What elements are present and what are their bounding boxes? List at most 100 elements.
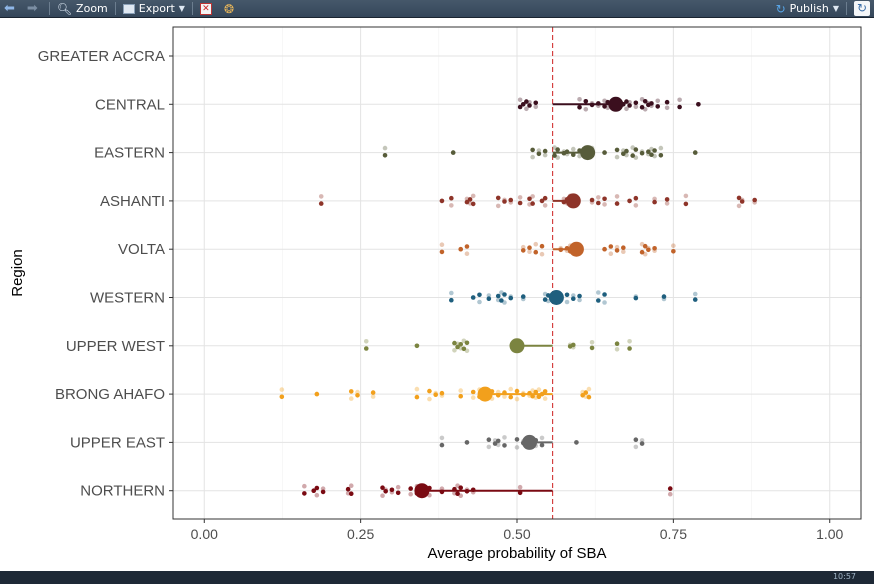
data-point	[692, 150, 698, 155]
data-point	[602, 292, 607, 297]
data-point-shadow	[667, 491, 673, 497]
data-point	[649, 152, 654, 157]
export-label: Export	[138, 2, 175, 15]
data-point-shadow	[583, 107, 589, 112]
mean-point-upper-east	[522, 434, 538, 450]
data-point-shadow	[539, 251, 545, 257]
data-point	[520, 248, 526, 253]
data-point-shadow	[633, 155, 639, 160]
data-point	[517, 104, 523, 110]
data-point-shadow	[555, 155, 560, 160]
data-point	[639, 105, 645, 110]
data-point	[502, 443, 507, 448]
arrow-left-icon: ⬅	[4, 0, 15, 16]
toolbar-divider	[114, 2, 116, 15]
data-point-shadow	[542, 396, 548, 401]
data-point	[355, 393, 360, 398]
data-point	[624, 148, 629, 154]
data-point	[492, 441, 498, 446]
y-axis-title: Region	[9, 249, 26, 297]
data-point	[602, 150, 607, 155]
data-point	[564, 292, 570, 298]
data-point	[449, 297, 454, 303]
data-point-shadow	[495, 442, 501, 448]
forward-button[interactable]: ➡	[23, 0, 46, 17]
mean-point-central	[608, 96, 624, 112]
data-point	[639, 441, 645, 446]
data-point	[533, 100, 539, 106]
data-point-shadow	[320, 486, 326, 492]
data-point	[564, 149, 570, 154]
data-point-shadow	[621, 249, 626, 254]
data-point	[495, 195, 501, 201]
remove-plot-button[interactable]: ✕	[196, 0, 220, 17]
data-point	[279, 394, 285, 400]
data-point	[520, 294, 526, 299]
data-point-shadow	[608, 251, 614, 256]
y-tick-label: GREATER ACCRA	[38, 48, 165, 65]
data-point	[677, 104, 682, 110]
data-point-shadow	[577, 97, 582, 102]
data-point-shadow	[658, 145, 664, 151]
data-point-shadow	[464, 251, 470, 256]
data-point	[514, 388, 520, 394]
chevron-down-icon: ▼	[178, 4, 185, 13]
data-point	[458, 393, 464, 399]
data-point	[646, 149, 651, 154]
data-point-shadow	[458, 388, 464, 393]
data-point-shadow	[439, 486, 445, 492]
data-point	[570, 296, 576, 302]
y-tick-label: NORTHERN	[80, 483, 165, 500]
data-point-shadow	[414, 386, 420, 392]
plot-viewer: GREATER ACCRA CENTRAL EASTERN ASHANTI VOLTA W…	[0, 18, 874, 571]
x-tick-label: 1.00	[816, 526, 843, 542]
data-point-shadow	[348, 396, 354, 401]
publish-button[interactable]: ↻ Publish ▼	[772, 0, 843, 17]
data-point	[533, 249, 539, 255]
clear-all-button[interactable]: ❂	[220, 0, 242, 17]
data-point	[464, 244, 470, 249]
data-point-shadow	[380, 493, 385, 499]
data-point	[536, 151, 542, 157]
data-point	[345, 486, 351, 492]
refresh-button[interactable]: ↻	[850, 0, 874, 17]
data-point-shadow	[279, 387, 285, 392]
data-point	[696, 102, 701, 107]
data-point	[652, 148, 657, 153]
data-point	[508, 394, 514, 400]
data-point	[524, 99, 529, 104]
data-point-shadow	[642, 107, 648, 112]
data-point	[589, 345, 595, 351]
data-point	[458, 342, 464, 347]
y-tick-label: UPPER WEST	[66, 338, 165, 355]
data-point	[458, 246, 464, 252]
toolbar-divider	[191, 2, 193, 15]
y-tick-label: EASTERN	[94, 145, 165, 162]
data-point	[520, 392, 526, 398]
data-point	[502, 199, 507, 204]
data-point-shadow	[486, 293, 492, 298]
data-point	[602, 196, 607, 202]
data-point	[314, 391, 320, 397]
data-point-shadow	[470, 193, 476, 199]
data-point-shadow	[671, 243, 676, 248]
data-point-shadow	[370, 394, 376, 399]
mean-point-northern	[414, 483, 430, 499]
data-point	[642, 99, 648, 104]
data-point	[439, 249, 445, 255]
data-point-shadow	[639, 438, 645, 443]
export-button[interactable]: Export ▼	[119, 0, 189, 17]
y-tick-label: CENTRAL	[95, 96, 165, 113]
data-point-shadow	[502, 435, 507, 440]
data-point	[536, 394, 542, 400]
data-point	[320, 489, 326, 495]
data-point	[486, 437, 492, 443]
data-point	[630, 153, 636, 158]
data-point-shadow	[514, 396, 520, 402]
y-tick-labels: GREATER ACCRA CENTRAL EASTERN ASHANTI VOLTA W…	[38, 48, 173, 500]
data-point	[602, 104, 607, 109]
data-point-shadow	[586, 386, 592, 392]
zoom-button[interactable]: 🔍︎ Zoom	[53, 0, 112, 17]
data-point	[517, 200, 523, 206]
back-button[interactable]: ⬅	[0, 0, 23, 17]
